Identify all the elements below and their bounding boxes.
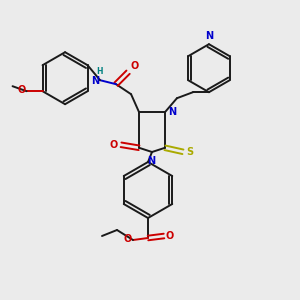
Text: N: N <box>168 107 176 117</box>
Text: O: O <box>124 234 132 244</box>
Text: H: H <box>96 67 102 76</box>
Text: O: O <box>166 231 174 241</box>
Text: O: O <box>130 61 138 71</box>
Text: O: O <box>17 85 26 95</box>
Text: O: O <box>110 140 118 150</box>
Text: N: N <box>147 156 155 166</box>
Text: S: S <box>186 147 193 157</box>
Text: N: N <box>205 31 213 41</box>
Text: N: N <box>91 76 99 86</box>
